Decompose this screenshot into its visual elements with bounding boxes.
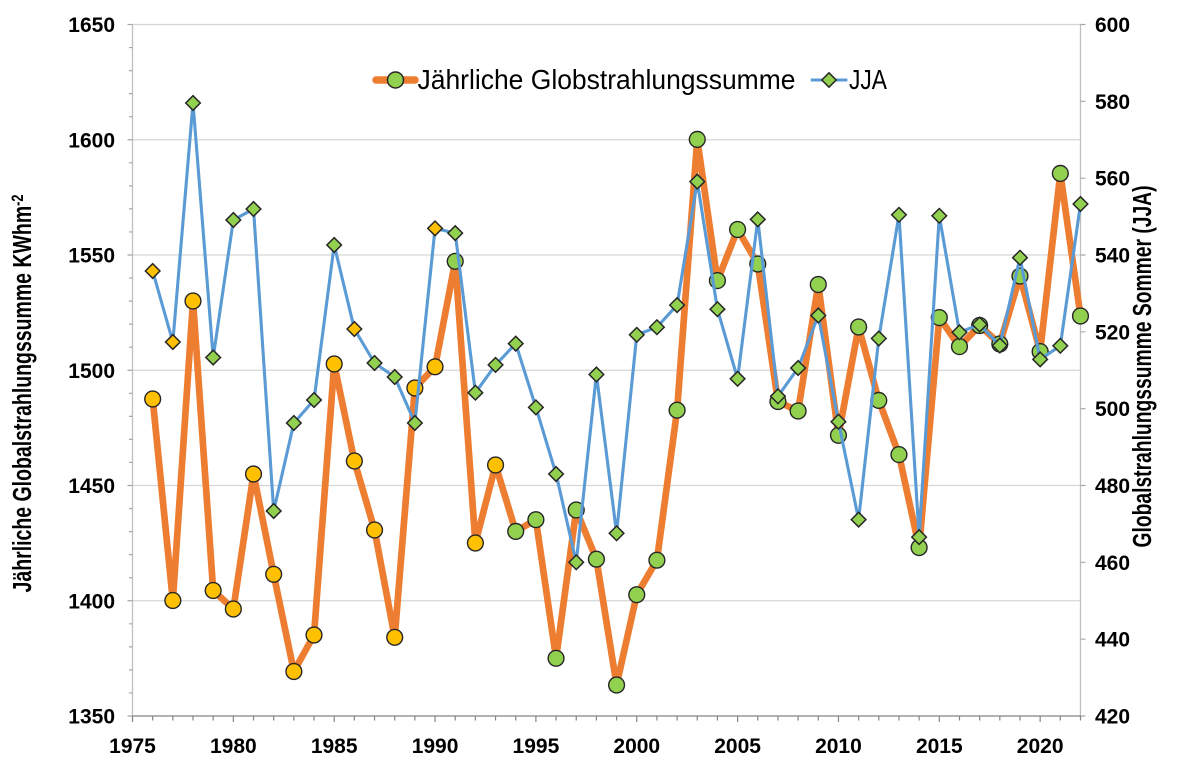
svg-text:460: 460 — [1095, 552, 1130, 575]
svg-text:2005: 2005 — [714, 735, 761, 758]
svg-text:1500: 1500 — [68, 360, 115, 383]
svg-text:580: 580 — [1095, 91, 1130, 114]
svg-text:2015: 2015 — [916, 735, 963, 758]
svg-text:480: 480 — [1095, 475, 1130, 498]
svg-text:1350: 1350 — [68, 706, 115, 729]
svg-text:1400: 1400 — [68, 590, 115, 613]
svg-text:Globalstrahlungssumme Sommer (: Globalstrahlungssumme Sommer (JJA) — [1127, 185, 1157, 547]
svg-text:500: 500 — [1095, 398, 1130, 421]
svg-text:520: 520 — [1095, 321, 1130, 344]
svg-text:1975: 1975 — [109, 735, 156, 758]
svg-text:420: 420 — [1095, 706, 1130, 729]
svg-text:1980: 1980 — [210, 735, 257, 758]
svg-text:JJA: JJA — [849, 64, 887, 95]
svg-text:1650: 1650 — [68, 14, 115, 37]
svg-text:1450: 1450 — [68, 475, 115, 498]
svg-text:1985: 1985 — [311, 735, 358, 758]
svg-text:1990: 1990 — [412, 735, 459, 758]
svg-text:1600: 1600 — [68, 129, 115, 152]
svg-text:2000: 2000 — [613, 735, 660, 758]
svg-text:1995: 1995 — [513, 735, 560, 758]
svg-text:440: 440 — [1095, 629, 1130, 652]
svg-text:2020: 2020 — [1017, 735, 1064, 758]
svg-text:560: 560 — [1095, 168, 1130, 191]
svg-text:1550: 1550 — [68, 245, 115, 268]
svg-text:600: 600 — [1095, 14, 1130, 37]
svg-text:Jährliche Globalstrahlungssumm: Jährliche Globalstrahlungssumme KWhm-2 — [7, 195, 36, 593]
svg-text:540: 540 — [1095, 245, 1130, 268]
svg-text:2010: 2010 — [815, 735, 862, 758]
svg-text:Jährliche Globstrahlungssumme: Jährliche Globstrahlungssumme — [418, 64, 796, 95]
